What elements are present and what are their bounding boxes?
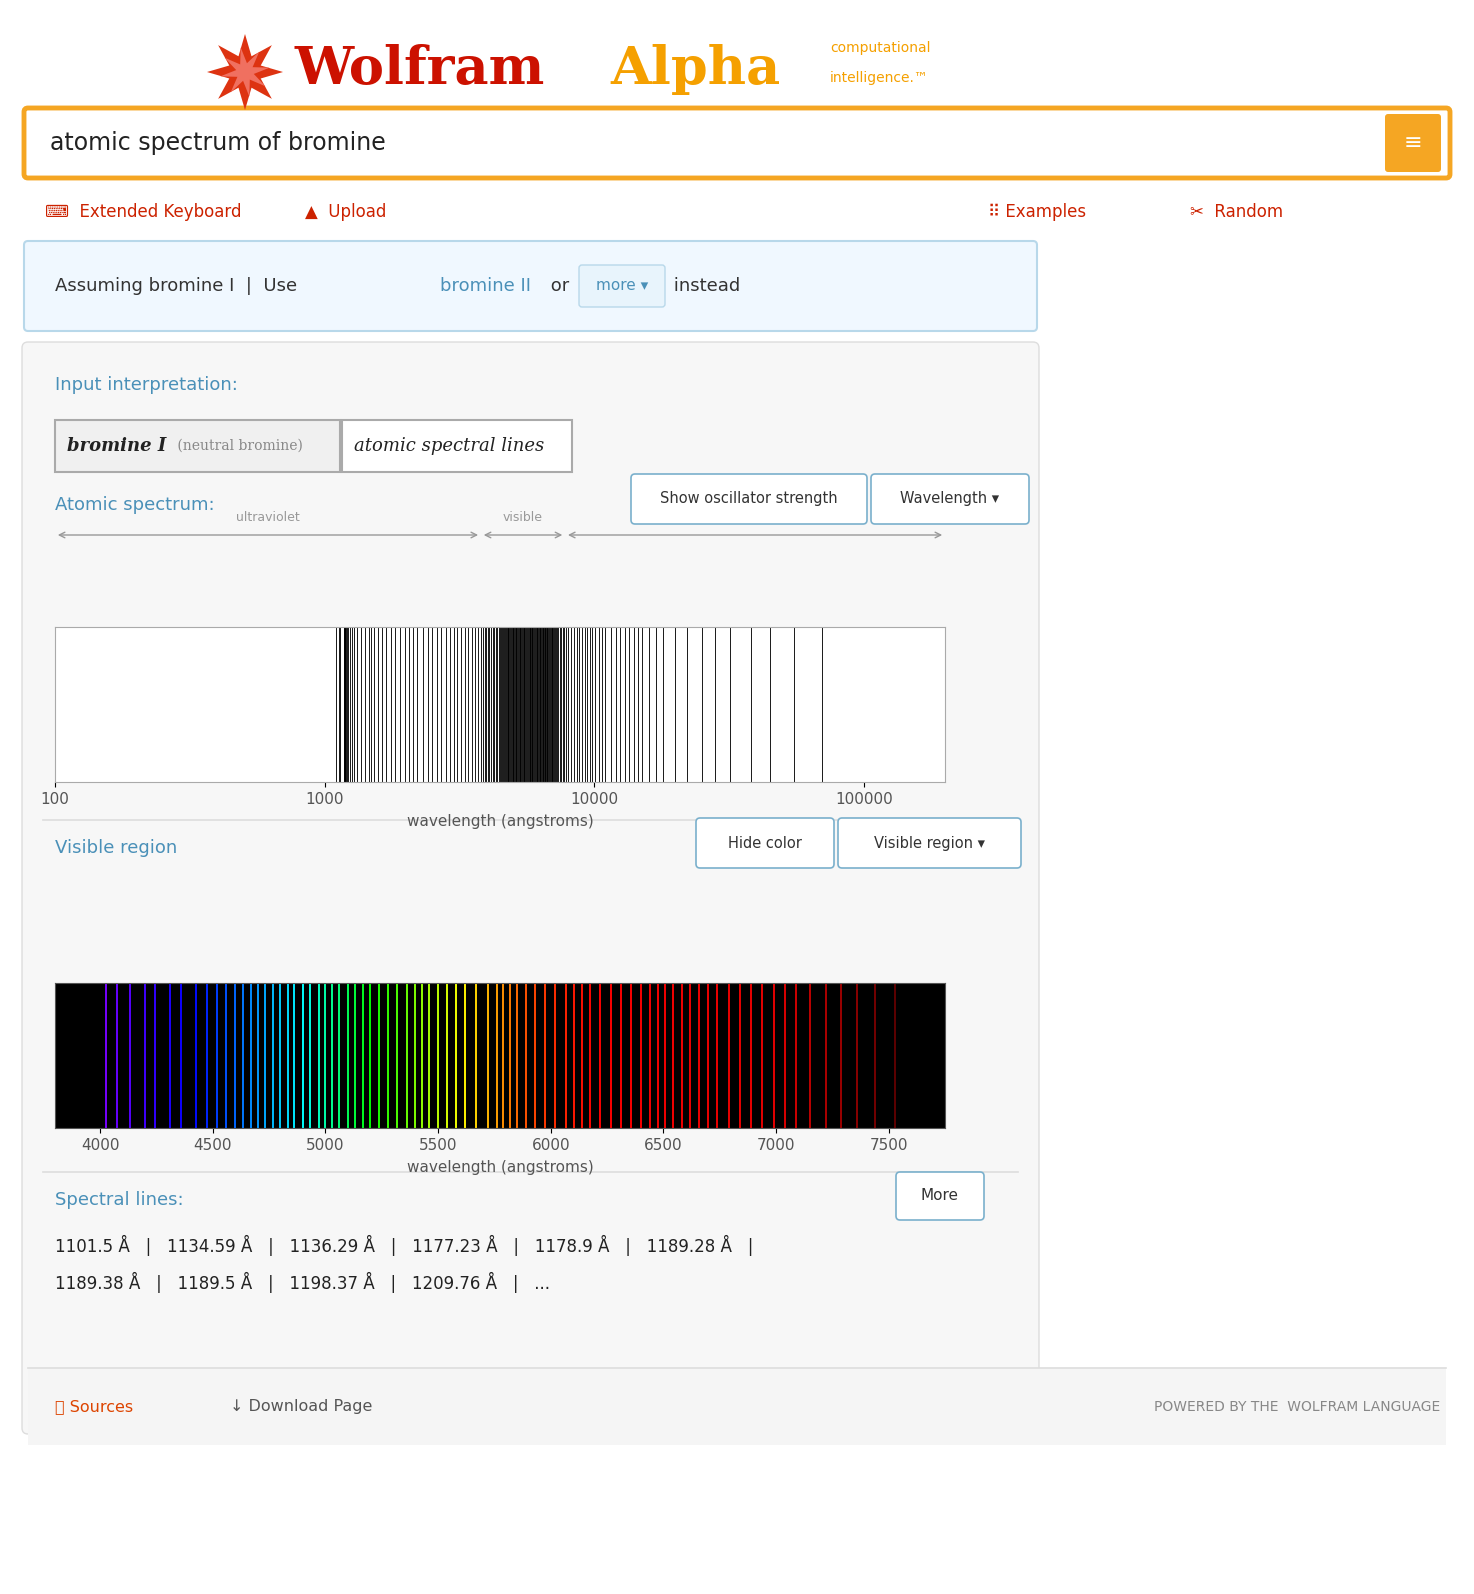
Text: ≡: ≡ [1403, 132, 1422, 153]
Text: ↓ Download Page: ↓ Download Page [230, 1400, 373, 1414]
Text: bromine I: bromine I [66, 437, 167, 454]
Text: ⌨  Extended Keyboard: ⌨ Extended Keyboard [46, 202, 242, 222]
Text: or: or [545, 277, 575, 295]
FancyBboxPatch shape [871, 473, 1029, 524]
Bar [28, 1368, 1446, 1446]
Text: Visible region ▾: Visible region ▾ [874, 835, 985, 851]
Text: ultraviolet: ultraviolet [236, 512, 299, 524]
Text: intelligence.™: intelligence.™ [830, 72, 929, 84]
FancyBboxPatch shape [696, 818, 834, 869]
FancyBboxPatch shape [579, 265, 665, 308]
Text: ✂  Random: ✂ Random [1190, 202, 1284, 222]
Polygon shape [206, 33, 283, 110]
Bar [342, 419, 572, 472]
Text: ▲  Upload: ▲ Upload [305, 202, 386, 222]
Text: atomic spectrum of bromine: atomic spectrum of bromine [50, 131, 386, 155]
Text: Visible region: Visible region [55, 838, 177, 858]
Text: atomic spectral lines: atomic spectral lines [354, 437, 544, 454]
Text: Wolfram: Wolfram [295, 45, 545, 96]
Text: (neutral bromine): (neutral bromine) [172, 438, 302, 453]
Text: visible: visible [503, 512, 542, 524]
FancyBboxPatch shape [839, 818, 1021, 869]
Bar [55, 419, 340, 472]
Text: Atomic spectrum:: Atomic spectrum: [55, 496, 215, 513]
Text: Assuming bromine I  |  Use: Assuming bromine I | Use [55, 277, 302, 295]
Text: Alpha: Alpha [610, 45, 780, 96]
Text: 📖 Sources: 📖 Sources [55, 1400, 133, 1414]
Text: POWERED BY THE  WOLFRAM LANGUAGE: POWERED BY THE WOLFRAM LANGUAGE [1154, 1400, 1440, 1414]
Text: 1101.5 Å   |   1134.59 Å   |   1136.29 Å   |   1177.23 Å   |   1178.9 Å   |   11: 1101.5 Å | 1134.59 Å | 1136.29 Å | 1177.… [55, 1234, 753, 1256]
Text: instead: instead [668, 277, 740, 295]
Text: infrared: infrared [731, 512, 780, 524]
Text: Spectral lines:: Spectral lines: [55, 1191, 184, 1208]
Text: Input interpretation:: Input interpretation: [55, 376, 237, 394]
FancyBboxPatch shape [896, 1172, 985, 1219]
FancyBboxPatch shape [631, 473, 867, 524]
FancyBboxPatch shape [1386, 115, 1442, 172]
Text: Show oscillator strength: Show oscillator strength [660, 491, 837, 507]
FancyBboxPatch shape [24, 241, 1038, 332]
Text: More: More [921, 1189, 960, 1203]
FancyBboxPatch shape [22, 343, 1039, 1435]
Text: computational: computational [830, 41, 930, 56]
Text: bromine II: bromine II [441, 277, 531, 295]
FancyBboxPatch shape [24, 108, 1450, 179]
X-axis label: wavelength (angstroms): wavelength (angstroms) [407, 1160, 594, 1175]
X-axis label: wavelength (angstroms): wavelength (angstroms) [407, 813, 594, 829]
Text: ⠿ Examples: ⠿ Examples [988, 202, 1086, 222]
Text: Wavelength ▾: Wavelength ▾ [901, 491, 999, 507]
Polygon shape [221, 48, 270, 97]
Text: Hide color: Hide color [728, 835, 802, 851]
Text: 1189.38 Å   |   1189.5 Å   |   1198.37 Å   |   1209.76 Å   |   ...: 1189.38 Å | 1189.5 Å | 1198.37 Å | 1209.… [55, 1272, 550, 1293]
Text: more ▾: more ▾ [595, 279, 649, 293]
